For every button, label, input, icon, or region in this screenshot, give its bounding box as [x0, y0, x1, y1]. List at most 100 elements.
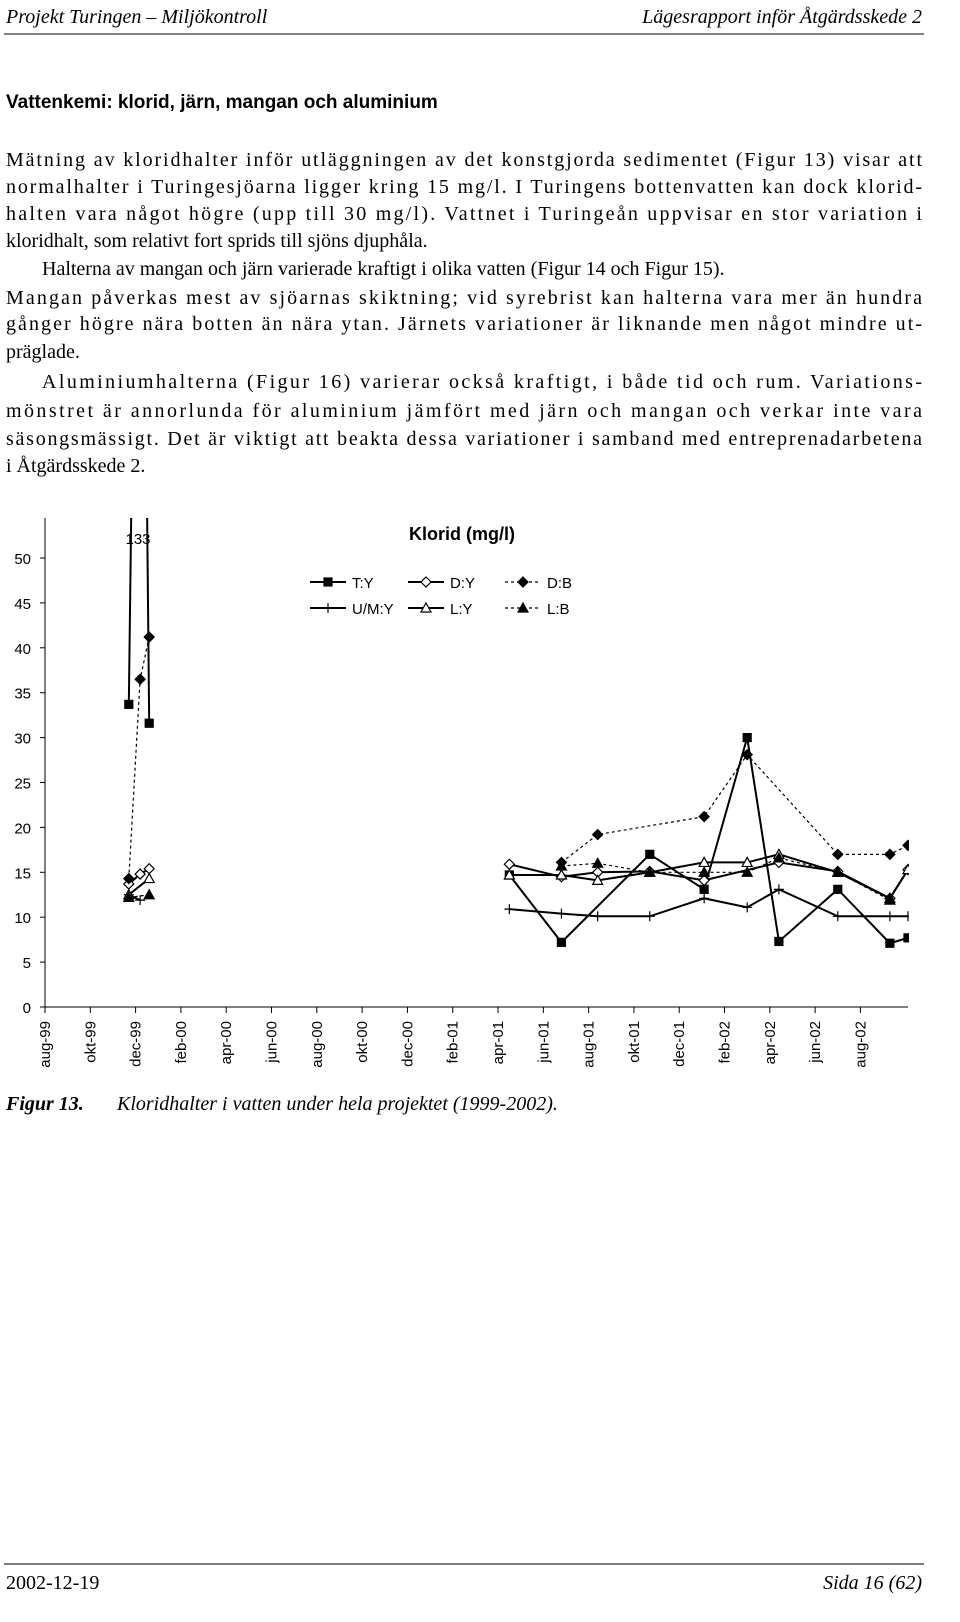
marker — [555, 859, 568, 871]
marker — [556, 937, 567, 947]
body-text-line: i Åtgärdsskede 2. — [6, 455, 145, 477]
footer-left: 2002-12-19 — [6, 1572, 99, 1594]
marker — [556, 908, 567, 919]
series-line — [128, 636, 909, 879]
marker — [555, 868, 568, 880]
heading: Vattenkemi: klorid, järn, mangan och alu… — [6, 92, 438, 113]
chart-title: Klorid (mg/l) — [409, 524, 515, 544]
x-tick-label: okt-99 — [82, 1021, 99, 1063]
marker — [144, 718, 154, 728]
caption-label: Figur 13. — [5, 1093, 84, 1115]
y-tick-label: 40 — [14, 641, 31, 658]
y-tick-label: 15 — [14, 865, 31, 882]
x-tick-label: feb-00 — [173, 1021, 190, 1064]
marker — [323, 577, 333, 587]
legend-label: D:Y — [450, 575, 475, 592]
marker — [903, 911, 909, 922]
marker — [516, 601, 530, 613]
x-tick-label: dec-01 — [671, 1021, 688, 1067]
marker — [504, 904, 515, 915]
footer-right: Sida 16 (62) — [823, 1572, 922, 1594]
marker — [143, 872, 156, 884]
marker — [591, 857, 604, 868]
marker — [420, 576, 432, 588]
marker — [741, 866, 754, 877]
body-text-line: präglade. — [6, 341, 80, 363]
body-text-line: mönstret är annorlunda för aluminium jäm… — [6, 400, 922, 422]
marker — [773, 884, 784, 895]
y-tick-label: 25 — [14, 776, 31, 793]
marker — [698, 866, 711, 877]
marker — [741, 748, 754, 761]
y-tick-label: 45 — [14, 596, 31, 613]
marker — [833, 884, 843, 894]
marker — [698, 810, 710, 823]
marker — [644, 911, 655, 922]
y-tick-label: 30 — [14, 731, 31, 748]
y-tick-label: 10 — [14, 910, 31, 927]
x-tick-label: aug-01 — [581, 1021, 598, 1068]
series-line — [127, 518, 909, 945]
marker — [698, 874, 710, 887]
y-tick-label: 0 — [23, 1000, 31, 1017]
marker — [742, 902, 753, 913]
legend-label: L:B — [547, 601, 570, 618]
marker — [885, 938, 895, 948]
x-tick-label: jun-01 — [535, 1021, 552, 1064]
body-text-line: Aluminiumhalterna (Figur 16) varierar oc… — [42, 371, 922, 393]
x-tick-label: jun-02 — [807, 1021, 824, 1064]
marker — [699, 893, 710, 904]
marker — [135, 895, 146, 906]
marker — [122, 891, 135, 903]
x-tick-label: aug-02 — [852, 1021, 869, 1068]
caption-text: Kloridhalter i vatten under hela projekt… — [116, 1093, 558, 1115]
marker — [143, 862, 156, 875]
marker — [902, 839, 909, 852]
x-tick-label: apr-00 — [218, 1021, 235, 1064]
marker — [742, 732, 752, 743]
body-text-line: gånger högre nära botten än nära ytan. J… — [6, 313, 922, 335]
marker — [831, 866, 844, 877]
x-tick-label: dec-99 — [128, 1021, 145, 1067]
marker — [884, 848, 896, 861]
marker — [143, 888, 156, 900]
marker — [134, 868, 146, 880]
marker — [419, 601, 433, 613]
header-right: Lägesrapport inför Åtgärdsskede 2 — [641, 6, 922, 28]
series-line — [128, 857, 891, 901]
marker — [591, 828, 604, 841]
y-tick-label: 5 — [23, 955, 31, 972]
legend-label: L:Y — [450, 601, 473, 618]
x-tick-label: okt-01 — [626, 1021, 643, 1063]
marker — [503, 868, 516, 880]
marker — [122, 872, 135, 885]
marker — [903, 933, 909, 943]
body-text-line: normalhalter i Turingesjöarna ligger kri… — [6, 176, 922, 198]
x-tick-label: apr-01 — [490, 1021, 507, 1064]
series-line — [128, 861, 909, 900]
body-text-line: säsongsmässigt. Det är viktigt att beakt… — [6, 428, 922, 450]
marker — [772, 851, 785, 863]
legend-label: T:Y — [352, 575, 374, 592]
marker — [643, 866, 656, 877]
y-tick-label: 20 — [14, 820, 31, 837]
legend-label: U/M:Y — [352, 601, 394, 618]
header-left: Projekt Turingen – Miljökontroll — [5, 6, 268, 28]
marker — [884, 911, 895, 922]
body-text-line: Halterna av mangan och järn varierade kr… — [42, 258, 725, 280]
marker — [124, 699, 134, 709]
series-line — [128, 888, 908, 918]
marker — [323, 603, 333, 613]
y-tick-label: 35 — [14, 686, 31, 703]
marker — [901, 863, 909, 875]
y-tick-label: 50 — [14, 551, 31, 568]
marker — [883, 893, 896, 905]
marker — [591, 874, 604, 885]
x-tick-label: feb-01 — [445, 1021, 462, 1064]
body-text-line: Mätning av kloridhalter inför utläggning… — [6, 149, 922, 171]
marker — [831, 848, 844, 861]
marker — [592, 911, 603, 922]
x-tick-label: feb-02 — [717, 1021, 734, 1064]
chart: Klorid (mg/l) 0 5 10 15 20 25 30 35 40 45 50 aug-99 o… — [14, 518, 909, 1068]
